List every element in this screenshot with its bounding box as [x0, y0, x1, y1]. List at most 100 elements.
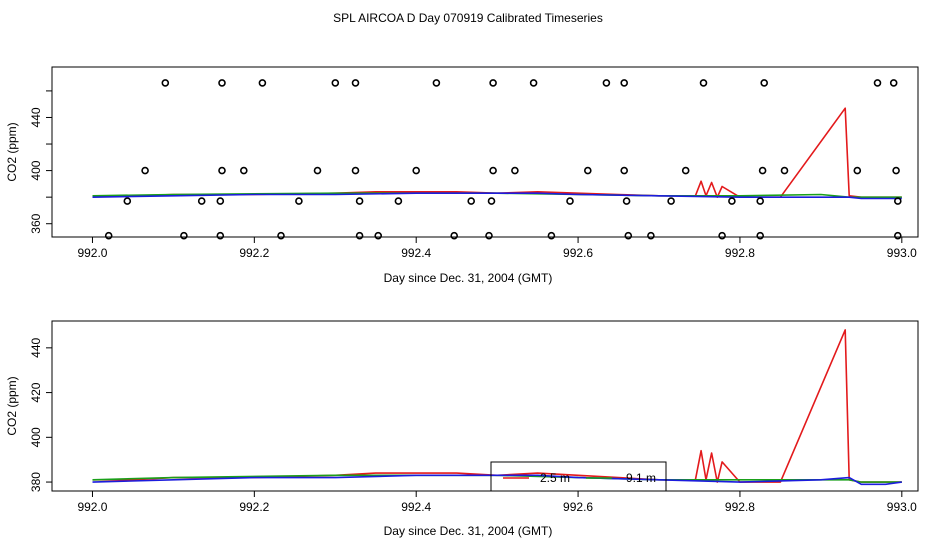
top-chart-y-axis: 360 400 440 [29, 90, 52, 234]
data-marker [450, 231, 459, 240]
legend-label: 2.5 m [540, 471, 570, 485]
data-marker [667, 197, 675, 205]
data-marker [529, 79, 538, 87]
bottom-chart: Day since Dec. 31, 2004 (GMT) CO2 (ppm) … [5, 320, 919, 538]
x-tick-label: 992.4 [401, 500, 431, 514]
data-marker [566, 197, 574, 205]
x-tick-label: 992.8 [725, 246, 755, 260]
x-tick-label: 992.8 [725, 500, 755, 514]
top-chart-series [92, 107, 902, 200]
data-marker [780, 166, 789, 175]
series-line-blue [92, 474, 902, 486]
data-marker [467, 197, 476, 205]
data-marker [258, 79, 267, 87]
data-marker [295, 197, 303, 205]
top-chart-markers [104, 79, 902, 240]
data-marker [351, 166, 360, 175]
legend-box [490, 461, 667, 492]
bottom-chart-y-label: CO2 (ppm) [5, 376, 19, 435]
data-marker [240, 166, 248, 175]
y-tick-label: 440 [29, 107, 43, 127]
data-marker [681, 166, 690, 175]
top-chart-x-label: Day since Dec. 31, 2004 (GMT) [384, 271, 553, 285]
data-marker [104, 231, 113, 240]
data-marker [892, 166, 900, 175]
bottom-chart-x-label: Day since Dec. 31, 2004 (GMT) [384, 524, 553, 538]
data-marker [487, 197, 496, 205]
data-marker [489, 79, 497, 87]
data-marker [180, 231, 188, 240]
x-tick-label: 992.6 [563, 246, 593, 260]
data-marker [718, 231, 726, 240]
bottom-chart-series [92, 329, 902, 486]
bottom-chart-x-axis: 992.0 992.2 992.4 992.6 992.8 993.0 [77, 491, 917, 514]
data-marker [620, 166, 629, 175]
data-marker [277, 231, 285, 240]
series-line-blue [92, 192, 902, 200]
legend-label: 9.1 m [626, 471, 656, 485]
figure-title: SPL AIRCOA D Day 070919 Calibrated Times… [333, 11, 603, 25]
data-marker [760, 79, 769, 87]
data-marker [756, 231, 765, 240]
data-marker [123, 197, 132, 205]
y-tick-label: 380 [29, 472, 43, 492]
data-marker [620, 79, 629, 87]
data-marker [756, 197, 765, 205]
data-marker [647, 231, 655, 240]
x-tick-label: 992.2 [239, 500, 269, 514]
data-marker [889, 79, 898, 87]
y-tick-label: 440 [29, 338, 43, 358]
data-marker [547, 231, 556, 240]
data-marker [197, 197, 206, 205]
data-marker [216, 231, 225, 240]
data-marker [758, 166, 767, 175]
data-marker [699, 79, 708, 87]
bottom-chart-legend: 2.5 m 9.1 m [490, 461, 667, 492]
bottom-chart-frame [51, 320, 919, 492]
bottom-chart-y-axis: 380 400 420 440 [29, 338, 52, 492]
top-chart: Day since Dec. 31, 2004 (GMT) CO2 (ppm) … [5, 66, 919, 285]
y-tick-label: 420 [29, 382, 43, 402]
top-chart-y-label: CO2 (ppm) [5, 122, 19, 181]
data-marker [216, 197, 225, 205]
data-marker [355, 197, 364, 205]
y-tick-label: 400 [29, 160, 43, 180]
data-marker [853, 166, 862, 175]
x-tick-label: 992.0 [77, 500, 107, 514]
data-marker [485, 231, 493, 240]
data-marker [893, 231, 902, 240]
data-marker [161, 79, 170, 87]
data-marker [432, 79, 441, 87]
y-tick-label: 400 [29, 427, 43, 447]
y-tick-label: 360 [29, 213, 43, 233]
data-marker [374, 231, 383, 240]
data-marker [893, 197, 902, 205]
data-marker [622, 197, 631, 205]
data-marker [873, 79, 882, 87]
data-marker [331, 79, 340, 87]
data-marker [583, 166, 592, 175]
data-marker [728, 197, 736, 205]
data-marker [313, 166, 322, 175]
x-tick-label: 992.4 [401, 246, 431, 260]
data-marker [218, 166, 226, 175]
data-marker [141, 166, 149, 175]
data-marker [355, 231, 364, 240]
x-tick-label: 992.0 [77, 246, 107, 260]
data-marker [351, 79, 360, 87]
data-marker [511, 166, 519, 175]
top-chart-x-axis: 992.0 992.2 992.4 992.6 992.8 993.0 [77, 237, 917, 260]
data-marker [624, 231, 633, 240]
x-tick-label: 993.0 [887, 500, 917, 514]
data-marker [602, 79, 611, 87]
data-marker [412, 166, 421, 175]
x-tick-label: 992.6 [563, 500, 593, 514]
series-line-red [92, 329, 902, 483]
x-tick-label: 993.0 [887, 246, 917, 260]
series-line-red [92, 107, 902, 198]
top-chart-frame [51, 66, 919, 238]
data-marker [218, 79, 226, 87]
data-marker [489, 166, 497, 175]
x-tick-label: 992.2 [239, 246, 269, 260]
